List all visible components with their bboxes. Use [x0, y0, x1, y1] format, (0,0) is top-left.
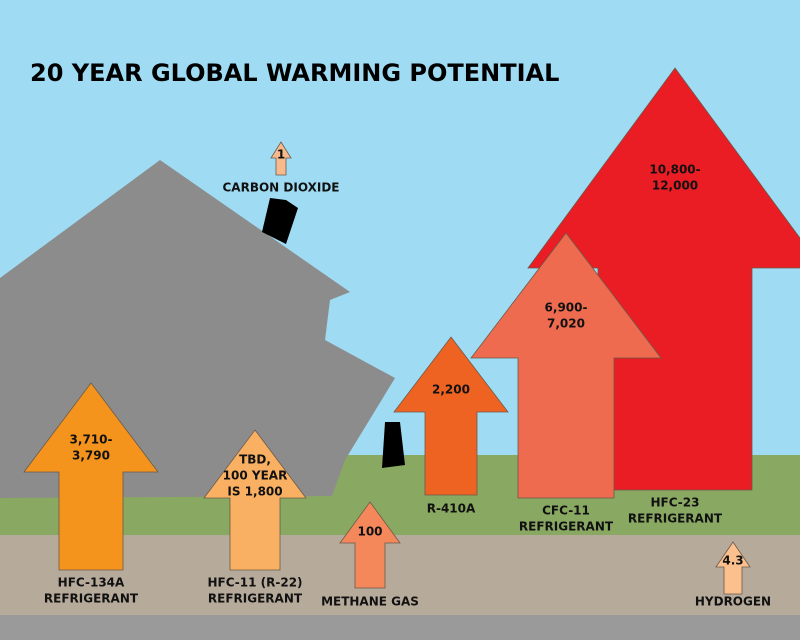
arrow-name: R-410A	[427, 502, 476, 516]
value-label: 7,020	[547, 317, 585, 331]
arrow-group: 6,900- 7,020 CFC-11 REFRIGERANT	[470, 232, 662, 534]
arrow	[339, 501, 401, 589]
ground	[0, 535, 800, 617]
arrow	[23, 382, 159, 571]
arrow-name: HFC-11 (R-22)	[207, 576, 302, 590]
arrow-name: HFC-134A	[58, 576, 125, 590]
value-label: 2,200	[432, 383, 470, 397]
arrow-group: 1 CARBON DIOXIDE	[223, 141, 340, 195]
arrow-name: CFC-11	[542, 504, 590, 518]
arrow-name: REFRIGERANT	[208, 592, 303, 606]
arrow-group: 3,710- 3,790 HFC-134A REFRIGERANT	[23, 382, 159, 606]
value-label: 10,800-	[649, 163, 700, 177]
arrow-group: 100 METHANE GAS	[321, 501, 419, 609]
value-label: 6,900-	[545, 301, 588, 315]
arrow	[203, 429, 307, 571]
title: 20 YEAR GLOBAL WARMING POTENTIAL	[30, 59, 559, 87]
value-label: 3,710-	[70, 433, 113, 447]
arrow-name: REFRIGERANT	[44, 592, 139, 606]
value-label: 1	[277, 148, 285, 162]
arrow-name: CARBON DIOXIDE	[223, 181, 340, 195]
value-label: 12,000	[652, 179, 698, 193]
value-label: TBD,	[239, 453, 271, 467]
value-label: 100	[357, 525, 382, 539]
arrow-group: 2,200 R-410A	[393, 336, 509, 516]
value-label: 4.3	[722, 554, 743, 568]
value-label: 3,790	[72, 449, 110, 463]
value-label: IS 1,800	[227, 485, 282, 499]
arrows: 10,800- 12,000 HFC-23 REFRIGERANT 6,900- 7,02…	[23, 67, 800, 609]
arrow	[270, 141, 292, 176]
road	[0, 615, 800, 640]
value-label: 100 YEAR	[223, 469, 288, 483]
arrow-group: 4.3 HYDROGEN	[695, 541, 771, 609]
arrow-name: REFRIGERANT	[628, 512, 723, 526]
arrow-name: HFC-23	[650, 496, 699, 510]
arrow-name: METHANE GAS	[321, 595, 419, 609]
arrow	[715, 541, 751, 595]
arrow	[393, 336, 509, 496]
arrow	[470, 232, 662, 499]
arrow-group: TBD, 100 YEAR IS 1,800 HFC-11 (R-22) REFRIGE…	[203, 429, 307, 606]
arrow-name: HYDROGEN	[695, 595, 771, 609]
arrow-name: REFRIGERANT	[519, 520, 614, 534]
